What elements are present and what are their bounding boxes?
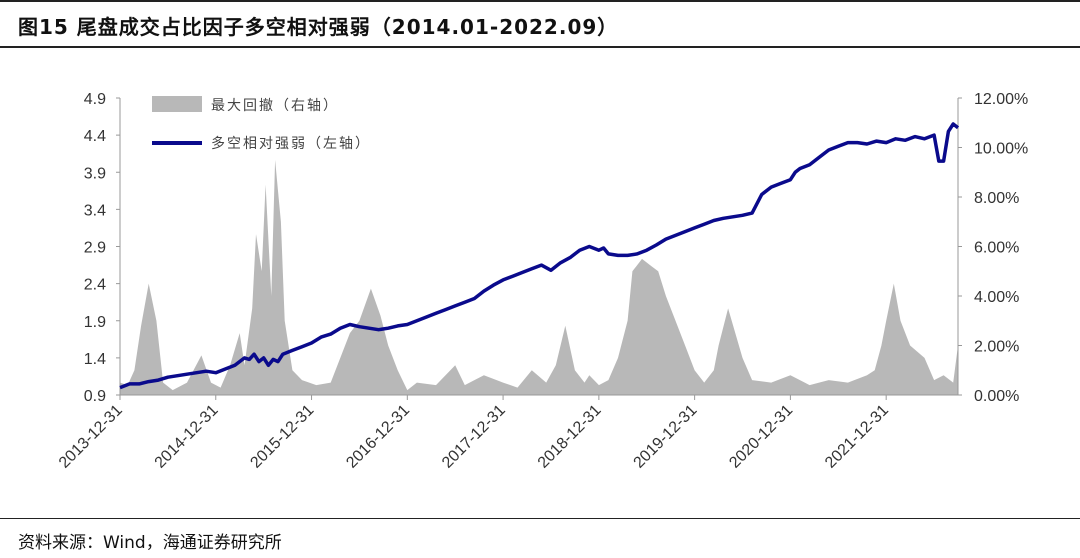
x-tick-label: 2014-12-31 [152, 402, 222, 472]
left-tick-label: 3.4 [84, 202, 106, 219]
x-tick-label: 2019-12-31 [631, 402, 701, 472]
right-tick-label: 12.00% [974, 91, 1028, 108]
x-tick-label: 2015-12-31 [247, 402, 317, 472]
right-tick-label: 2.00% [974, 339, 1019, 356]
axes: 0.9 1.4 1.9 2.4 2.9 3.4 3.9 4.4 4.9 0.00% 2.00% 4.0… [56, 91, 1028, 472]
title-bar: 图15 尾盘成交占比因子多空相对强弱（2014.01-2022.09） [0, 0, 1080, 48]
title-bottom-rule [0, 46, 1080, 48]
legend: 最大回撤（右轴） 多空相对强弱（左轴） [152, 96, 371, 152]
left-tick-label: 2.9 [84, 240, 106, 257]
left-tick-label: 4.9 [84, 91, 106, 108]
left-tick-label: 3.9 [84, 165, 106, 182]
x-tick-label: 2017-12-31 [439, 402, 509, 472]
left-tick-label: 2.4 [84, 277, 106, 294]
legend-label-relative-strength: 多空相对强弱（左轴） [211, 135, 371, 152]
right-tick-label: 4.00% [974, 289, 1019, 306]
right-tick-label: 10.00% [974, 141, 1028, 158]
legend-swatch-drawdown [152, 96, 202, 112]
relative-strength-line-layer [119, 122, 960, 390]
x-tick-label: 2016-12-31 [343, 402, 413, 472]
legend-label-drawdown: 最大回撤（右轴） [211, 98, 339, 114]
title-top-rule [0, 0, 1080, 2]
x-tick-label: 2021-12-31 [822, 402, 892, 472]
x-tick-label: 2018-12-31 [535, 402, 605, 472]
relative-strength-line [119, 122, 960, 390]
x-tick-label: 2013-12-31 [56, 402, 126, 472]
right-tick-label: 6.00% [974, 240, 1019, 257]
footer: 资料来源：Wind，海通证券研究所 [0, 518, 1080, 558]
left-tick-label: 1.4 [84, 351, 106, 368]
source-note: 资料来源：Wind，海通证券研究所 [18, 533, 282, 553]
left-tick-label: 1.9 [84, 314, 106, 331]
chart: 0.9 1.4 1.9 2.4 2.9 3.4 3.9 4.4 4.9 0.00% 2.00% 4.0… [56, 91, 1028, 472]
left-tick-label: 4.4 [84, 128, 106, 145]
footer-rule [0, 518, 1080, 519]
right-tick-label: 8.00% [974, 190, 1019, 207]
x-tick-label: 2020-12-31 [726, 402, 796, 472]
left-tick-label: 0.9 [84, 388, 106, 405]
right-tick-label: 0.00% [974, 388, 1019, 405]
chart-title: 图15 尾盘成交占比因子多空相对强弱（2014.01-2022.09） [18, 15, 619, 39]
